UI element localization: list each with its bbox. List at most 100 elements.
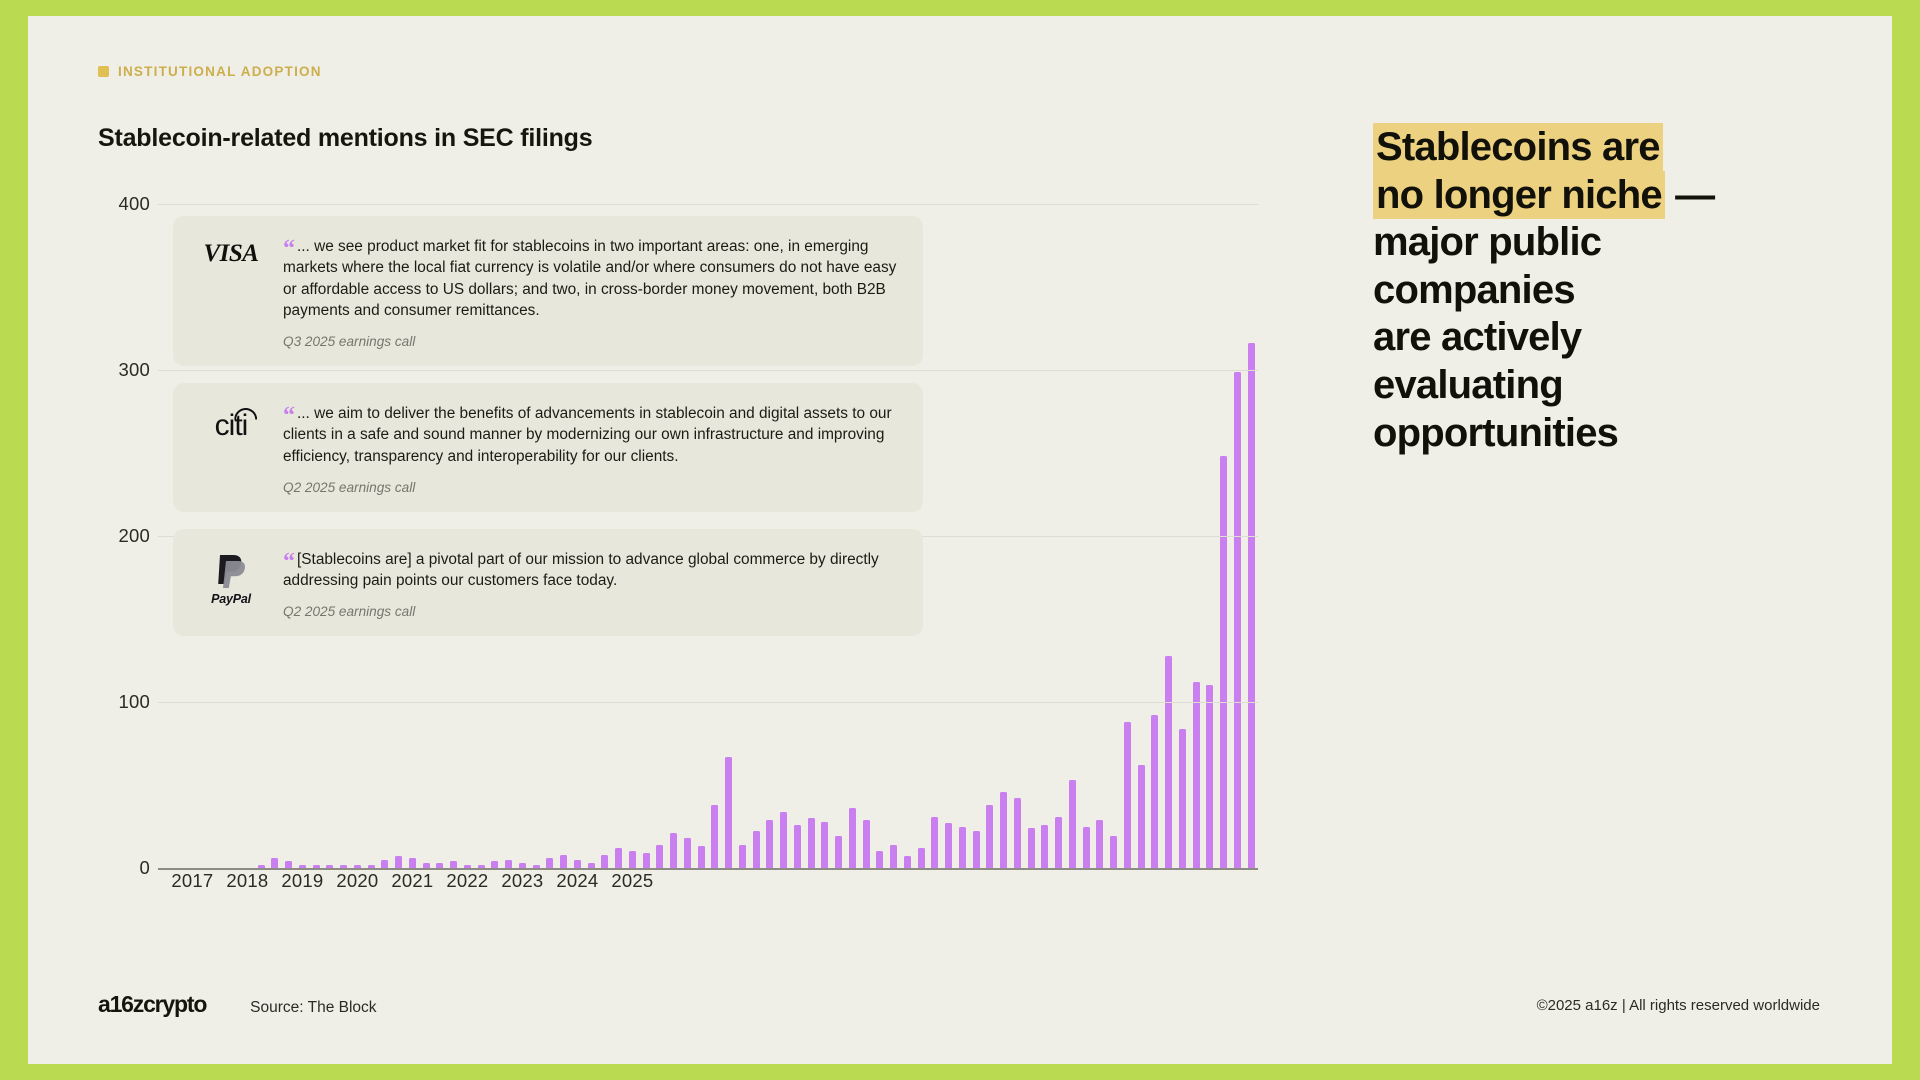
bar xyxy=(628,851,636,868)
source-label: Source: The Block xyxy=(250,999,377,1016)
eyebrow-label: INSTITUTIONAL ADOPTION xyxy=(118,64,322,79)
page-title: Stablecoin-related mentions in SEC filin… xyxy=(98,124,593,152)
quote-mark-icon: “ xyxy=(283,403,295,429)
bar xyxy=(285,861,293,868)
bar xyxy=(917,848,925,868)
gridline-300 xyxy=(158,370,1258,371)
slide-canvas: INSTITUTIONAL ADOPTION Stablecoin-relate… xyxy=(28,16,1892,1064)
x-axis-tick-2020: 2020 xyxy=(336,870,379,891)
bar xyxy=(958,826,966,868)
bar xyxy=(271,858,279,868)
bar xyxy=(560,854,568,868)
bar xyxy=(367,865,375,868)
quote-attribution: Q2 2025 earnings call xyxy=(283,604,416,620)
bar xyxy=(450,861,458,868)
citi-wordmark: citi xyxy=(215,407,257,441)
citi-arc-icon xyxy=(233,407,257,421)
visa-logo: VISA xyxy=(195,236,267,349)
bar xyxy=(587,863,595,868)
bar xyxy=(546,858,554,868)
bar xyxy=(1178,728,1186,868)
bar xyxy=(738,844,746,868)
y-axis-tick-200: 200 xyxy=(118,525,150,546)
x-axis-tick-2022: 2022 xyxy=(446,870,489,891)
bar xyxy=(890,844,898,868)
bar xyxy=(381,859,389,868)
quote-attribution: Q3 2025 earnings call xyxy=(283,334,416,349)
quote-card: VISA “... we see product market fit for s… xyxy=(173,216,923,366)
callout-line: no longer niche — xyxy=(1373,170,1843,220)
bar xyxy=(1151,715,1159,868)
bar xyxy=(505,859,513,868)
bar xyxy=(903,856,911,868)
callout-statement: Stablecoins are no longer niche — major pu… xyxy=(1373,123,1843,457)
callout-line: are actively xyxy=(1373,315,1582,360)
bar xyxy=(972,831,980,868)
bar xyxy=(1165,655,1173,868)
bar xyxy=(601,854,609,868)
bar xyxy=(1027,828,1035,868)
bar xyxy=(725,756,733,868)
quote-mark-icon: “ xyxy=(283,548,295,575)
footer-left: a16zcrypto Source: The Block xyxy=(98,991,377,1018)
bar xyxy=(615,848,623,868)
plot-area xyxy=(158,204,1258,870)
gridline-400 xyxy=(158,204,1258,205)
bar xyxy=(656,844,664,868)
x-axis-tick-2021: 2021 xyxy=(391,870,434,891)
bar xyxy=(780,811,788,868)
bar xyxy=(642,853,650,868)
x-axis-tick-2025: 2025 xyxy=(611,870,654,891)
callout-line: Stablecoins are xyxy=(1373,123,1843,172)
bar xyxy=(340,865,348,868)
bar xyxy=(793,824,801,868)
bar xyxy=(326,865,334,868)
bar xyxy=(436,863,444,868)
bar xyxy=(532,864,540,868)
bar xyxy=(683,838,691,868)
bar xyxy=(1206,685,1214,868)
x-axis-tick-2017: 2017 xyxy=(171,870,214,891)
bar xyxy=(1233,371,1241,868)
bar xyxy=(477,865,485,868)
bar xyxy=(463,864,471,868)
x-axis-tick-2018: 2018 xyxy=(226,870,269,891)
x-axis-tick-2023: 2023 xyxy=(501,870,544,891)
callout-line: opportunities xyxy=(1373,410,1619,455)
callout-dash: — xyxy=(1664,172,1715,217)
bar xyxy=(1000,791,1008,868)
bar xyxy=(257,865,265,868)
bar-series xyxy=(158,204,1258,868)
bar-chart: 2017 2018 2019 2020 2021 2022 2023 2024 2025 0 10… xyxy=(98,193,1258,896)
a16zcrypto-logo: a16zcrypto xyxy=(98,991,207,1017)
bar xyxy=(1041,824,1049,868)
quote-text: “... we aim to deliver the benefits of a… xyxy=(283,403,899,467)
bar xyxy=(1055,816,1063,868)
paypal-mark-icon xyxy=(214,553,248,589)
x-axis: 2017 2018 2019 2020 2021 2022 2023 2024 2025 xyxy=(158,870,1258,896)
citi-logo: citi xyxy=(195,403,267,495)
bar xyxy=(1137,765,1145,868)
callout-line: companies xyxy=(1373,267,1576,312)
callout-line: evaluating xyxy=(1373,362,1564,407)
bar xyxy=(491,861,499,868)
bar xyxy=(312,865,320,868)
bar xyxy=(408,858,416,868)
callout-highlight: Stablecoins are xyxy=(1373,123,1663,171)
quote-body: “... we aim to deliver the benefits of a… xyxy=(283,403,899,495)
paypal-logo: PayPal xyxy=(195,549,267,620)
callout-highlight: no longer niche xyxy=(1373,170,1665,219)
y-axis-tick-0: 0 xyxy=(139,857,150,878)
quote-mark-icon: “ xyxy=(283,236,295,262)
bar xyxy=(711,804,719,868)
eyebrow: INSTITUTIONAL ADOPTION xyxy=(98,64,322,79)
quote-card-list: VISA “... we see product market fit for s… xyxy=(173,216,923,653)
callout-line: major public xyxy=(1373,220,1602,265)
quote-attribution: Q2 2025 earnings call xyxy=(283,479,416,495)
bar xyxy=(986,804,994,868)
y-axis-tick-400: 400 xyxy=(118,193,150,214)
bar xyxy=(697,846,705,868)
bar xyxy=(298,865,306,868)
bar xyxy=(821,821,829,868)
quote-text: “... we see product market fit for stabl… xyxy=(283,236,899,321)
